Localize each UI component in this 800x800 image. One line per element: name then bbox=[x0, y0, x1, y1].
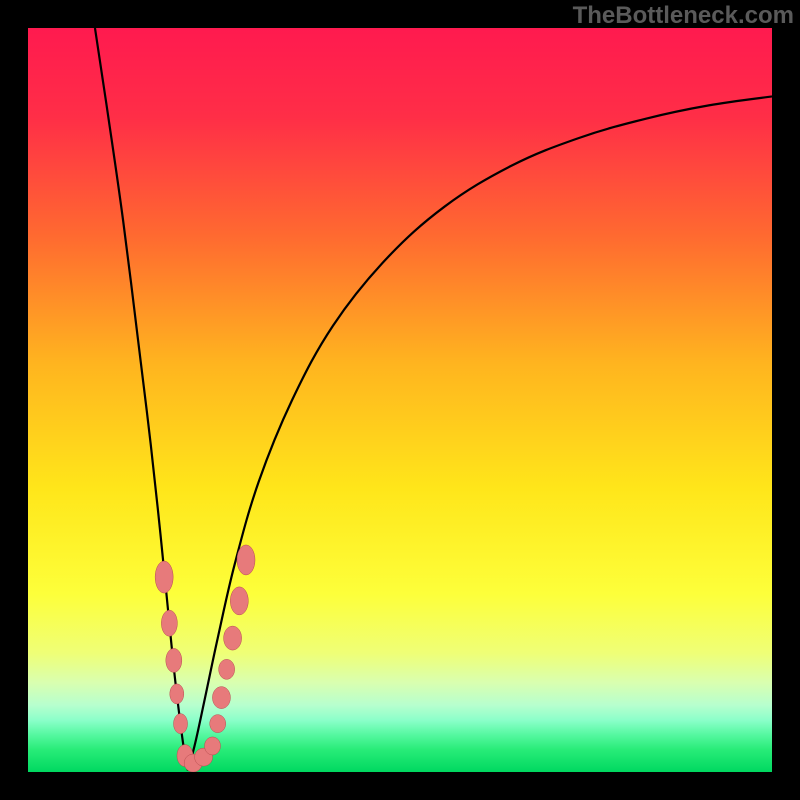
data-marker bbox=[237, 545, 255, 575]
data-marker bbox=[210, 715, 226, 733]
data-marker bbox=[230, 587, 248, 615]
data-markers bbox=[155, 545, 255, 772]
data-marker bbox=[219, 659, 235, 679]
plot-area bbox=[28, 28, 772, 772]
data-marker bbox=[174, 714, 188, 734]
curve-right-branch bbox=[188, 96, 772, 770]
data-marker bbox=[155, 561, 173, 593]
data-marker bbox=[205, 737, 221, 755]
watermark-text: TheBottleneck.com bbox=[573, 2, 794, 30]
chart-container: TheBottleneck.com bbox=[0, 0, 800, 800]
data-marker bbox=[170, 684, 184, 704]
data-marker bbox=[224, 626, 242, 650]
curve-layer bbox=[28, 28, 772, 772]
data-marker bbox=[212, 687, 230, 709]
data-marker bbox=[166, 648, 182, 672]
data-marker bbox=[161, 610, 177, 636]
